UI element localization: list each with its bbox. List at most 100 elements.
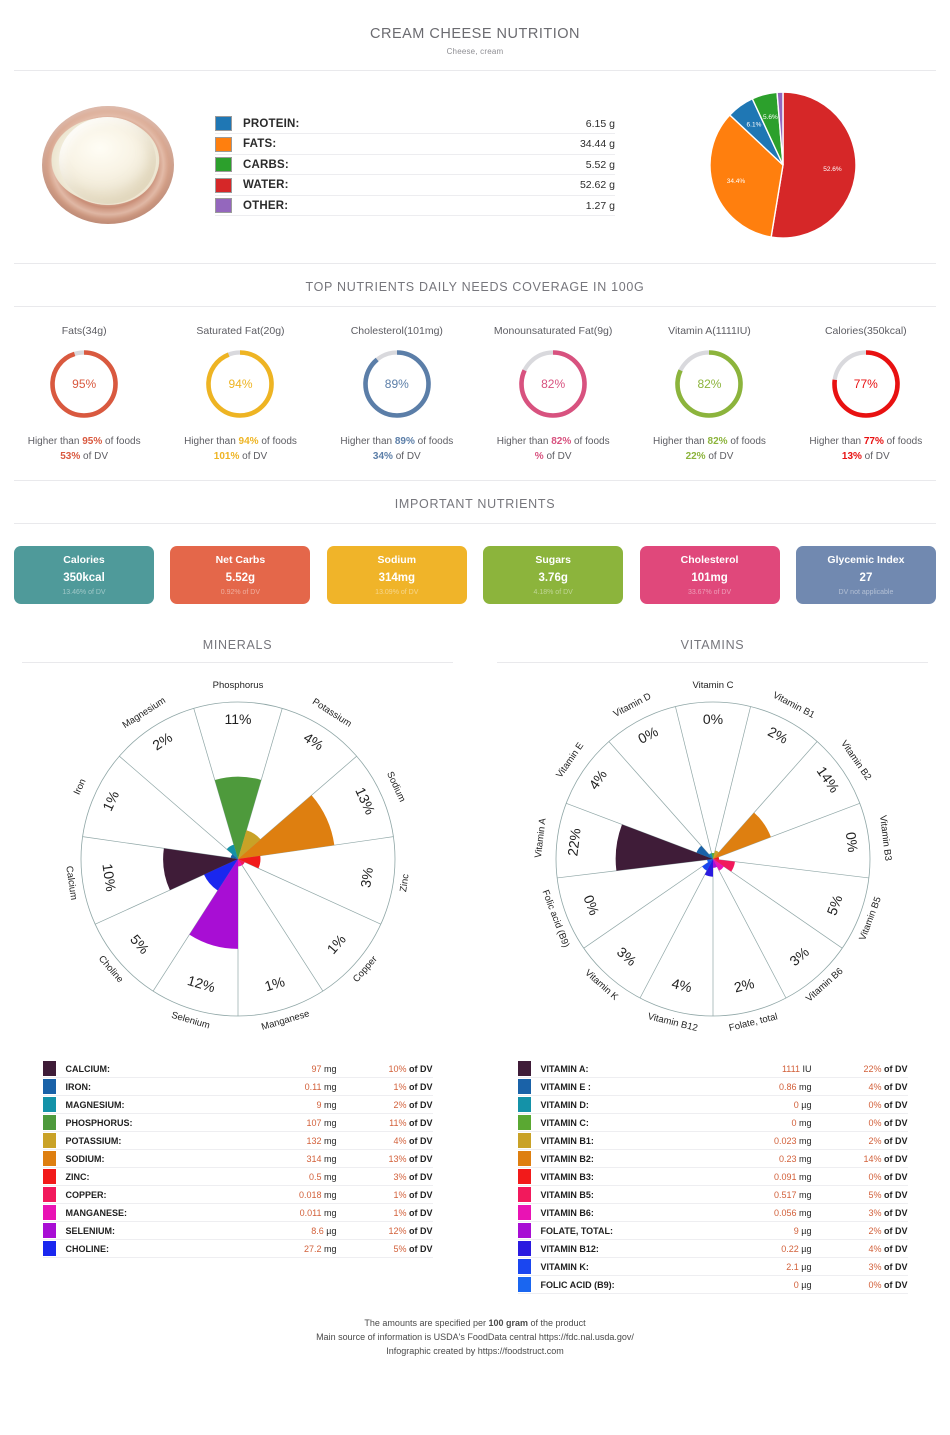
nutrient-amount-number: 0.018 <box>298 1189 322 1200</box>
nutrient-name: SODIUM: <box>65 1153 105 1164</box>
coverage-higher-than: Higher than 82% of foods <box>475 434 631 449</box>
nutrient-dv-value: 0% <box>868 1171 882 1182</box>
nutrient-dv-value: 1% <box>393 1189 407 1200</box>
coverage-dv-post: of DV <box>239 451 268 462</box>
nutrient-card-value: 350kcal <box>63 572 105 584</box>
nutrient-amount-number: 9 <box>316 1099 322 1110</box>
nutrient-name: MAGNESIUM: <box>65 1099 125 1110</box>
rose-spoke <box>583 858 713 949</box>
macronutrient-row: WATER: 52.62 g <box>215 175 615 196</box>
macronutrient-color-swatch <box>215 116 232 131</box>
ring-svg <box>50 350 118 418</box>
nutrient-card[interactable]: Calories 350kcal 13.46% of DV <box>14 546 154 604</box>
nutrient-card-dv: 33.67% of DV <box>687 589 732 596</box>
nutrient-dv-suffix: of DV <box>406 1171 433 1182</box>
nutrient-amount: 0.517 mg <box>774 1190 812 1200</box>
nutrient-dv: 4% of DV <box>812 1082 907 1092</box>
vitamins-title: VITAMINS <box>680 638 745 652</box>
nutrient-dv-value: 0% <box>868 1099 882 1110</box>
footer-line-2: Main source of information is USDA's Foo… <box>316 1332 634 1342</box>
nutrient-color-swatch <box>517 1115 531 1130</box>
table-row: ZINC: 0.5 mg 3% of DV <box>42 1168 433 1186</box>
ring-svg <box>519 350 587 418</box>
rose-value-label: 12% <box>185 972 216 995</box>
rose-axis-label: Manganese <box>260 1008 311 1033</box>
rose-wedge <box>701 859 713 871</box>
coverage-dv-value: 34% <box>372 451 393 462</box>
pie-slice <box>775 91 784 166</box>
rose-value-label: 3% <box>357 866 376 888</box>
nutrient-card[interactable]: Cholesterol 101mg 33.67% of DV <box>639 546 780 604</box>
ring-svg <box>206 350 275 418</box>
coverage-higher-pre: Higher than <box>340 436 395 447</box>
nutrient-color-swatch <box>42 1115 56 1130</box>
macronutrient-label: WATER: <box>243 179 289 191</box>
rose-axis-label: Vitamin D <box>611 691 653 720</box>
nutrient-amount: 0.86 mg <box>779 1082 812 1092</box>
macronutrient-label: PROTEIN: <box>243 117 300 130</box>
nutrient-color-swatch <box>517 1169 531 1184</box>
rose-wedge <box>708 853 713 859</box>
rose-spoke <box>237 858 381 925</box>
pie-slice-label: 34.4% <box>726 178 745 185</box>
nutrient-amount-number: 0.517 <box>773 1189 797 1200</box>
nutrient-amount: 0.091 mg <box>774 1172 812 1182</box>
rose-wedge <box>214 776 261 859</box>
ring-progress <box>675 350 744 418</box>
footer-line-1-pre: The amounts are specified per <box>364 1318 489 1328</box>
nutrient-dv: 22% of DV <box>812 1064 907 1074</box>
nutrient-color-swatch <box>42 1133 56 1148</box>
nutrient-card-value: 5.52g <box>225 572 256 584</box>
nutrient-card-dv: 13.09% of DV <box>375 589 419 596</box>
coverage-higher-post: of foods <box>883 436 923 447</box>
nutrient-card[interactable]: Glycemic Index 27 DV not applicable <box>795 546 936 604</box>
nutrient-name: SELENIUM: <box>65 1225 116 1236</box>
nutrient-dv-value: 2% <box>868 1135 882 1146</box>
nutrient-amount: 0.018 mg <box>299 1190 337 1200</box>
nutrient-name: VITAMIN K: <box>540 1261 589 1272</box>
rose-wedge <box>237 859 242 867</box>
nutrient-name: VITAMIN B6: <box>540 1207 594 1218</box>
rose-wedge <box>237 795 334 859</box>
nutrient-dv-suffix: of DV <box>881 1189 908 1200</box>
coverage-higher-pre: Higher than <box>184 436 239 447</box>
nutrient-dv-value: 11% <box>389 1117 407 1128</box>
nutrient-color-swatch <box>517 1133 531 1148</box>
nutrient-card[interactable]: Net Carbs 5.52g 0.92% of DV <box>170 546 311 604</box>
nutrient-name: POTASSIUM: <box>65 1135 122 1146</box>
coverage-higher-value: 95% <box>82 436 103 447</box>
nutrient-dv-value: 3% <box>868 1261 882 1272</box>
nutrient-dv-suffix: of DV <box>881 1261 908 1272</box>
nutrient-card[interactable]: Sugars 3.76g 4.18% of DV <box>483 546 624 604</box>
rose-wedge <box>706 859 713 863</box>
rose-svg: Vitamin C0% Vitamin B12%Vitamin B214%Vita… <box>532 680 893 1034</box>
nutrient-name: VITAMIN A: <box>540 1063 589 1074</box>
nutrient-dv: 0% of DV <box>812 1171 907 1182</box>
rose-spoke <box>712 802 860 860</box>
rose-spoke <box>674 706 713 860</box>
nutrient-amount-number: 314 <box>306 1153 322 1164</box>
nutrient-dv-value: 0% <box>868 1279 882 1290</box>
vitamins-rose-chart: Vitamin C 0% Vitamin B1 2% Vitamin B2 14% Vita… <box>475 669 950 1054</box>
coverage-caption: Monounsaturated Fat(9g) <box>493 325 613 337</box>
coverage-dv-value: 101% <box>213 451 240 462</box>
coverage-higher-than: Higher than 94% of foods <box>162 434 318 449</box>
rose-spoke <box>118 755 238 860</box>
nutrient-dv: 11% of DV <box>337 1117 432 1128</box>
nutrient-name: VITAMIN B1: <box>540 1135 594 1146</box>
rose-wedge <box>712 856 719 860</box>
nutrient-amount-unit: mg <box>321 1063 337 1074</box>
nutrient-dv: 5% of DV <box>337 1244 432 1254</box>
nutrient-dv: 1% of DV <box>337 1082 432 1092</box>
rose-axis-label: Vitamin E <box>554 741 586 781</box>
coverage-higher-pre: Higher than <box>496 436 552 447</box>
minerals-title: MINERALS <box>202 638 273 652</box>
nutrient-card[interactable]: Sodium 314mg 13.09% of DV <box>326 546 467 604</box>
nutrient-dv-suffix: of DV <box>881 1153 908 1164</box>
table-row: FOLATE, TOTAL: 9 µg 2% of DV <box>517 1222 908 1240</box>
coverage-dv-post: of DV <box>543 451 572 462</box>
rose-value-label: 4% <box>670 975 693 995</box>
macronutrient-row: CARBS: 5.52 g <box>215 155 615 176</box>
coverage-higher-pre: Higher than <box>809 436 864 447</box>
